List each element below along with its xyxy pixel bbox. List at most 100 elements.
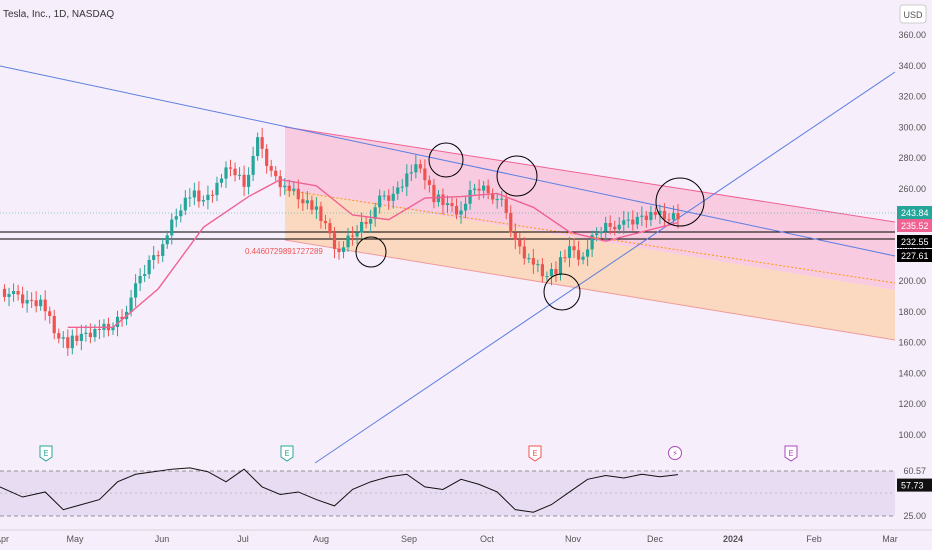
candle-body (152, 255, 156, 260)
candle-body (400, 186, 404, 188)
time-axis[interactable]: Apr May Jun Jul Aug Sep Oct Nov Dec 2024 Feb Mar (0, 534, 898, 544)
event-icon (280, 445, 294, 462)
candle-body (16, 291, 20, 295)
highlight-circle (428, 142, 464, 178)
candle-body (667, 219, 671, 221)
time-tick-label: Mar (882, 534, 898, 544)
candle-body (346, 235, 350, 248)
price-tick-label: 320.00 (898, 92, 926, 102)
candle-body (554, 269, 558, 275)
candle-body (581, 256, 585, 260)
candle-body (332, 233, 337, 249)
candle-body (473, 188, 477, 190)
price-label-box (897, 235, 932, 248)
time-tick-label: Sep (401, 534, 417, 544)
candle-body (441, 194, 445, 206)
upper-channel-edge (284, 126, 896, 223)
candles-group (2, 127, 680, 356)
candle-body (228, 167, 233, 169)
highlight-circle (543, 273, 581, 311)
candle-body (640, 215, 644, 217)
candle-body (477, 188, 481, 191)
event-icon (39, 445, 53, 462)
candle-body (459, 210, 463, 215)
candle-body (504, 198, 508, 213)
candle-body (174, 216, 178, 220)
lower-channel-edge (284, 239, 896, 341)
time-tick-label: Jun (155, 534, 170, 544)
candle-body (188, 197, 192, 199)
price-tick-label: 360.00 (898, 30, 926, 40)
candle-body (586, 249, 590, 257)
candle-body (337, 248, 341, 253)
candle-body (567, 246, 572, 258)
candle-body (143, 274, 147, 276)
time-tick-label: Nov (565, 534, 582, 544)
chart-title: Tesla, Inc., 1D, NASDAQ (3, 9, 114, 20)
candle-body (468, 189, 472, 204)
candle-body (210, 194, 215, 196)
candle-body (237, 174, 242, 176)
candle-body (649, 211, 653, 221)
candle-body (382, 195, 386, 197)
candle-body (549, 269, 554, 277)
candle-body (48, 311, 52, 316)
candle-body (671, 213, 676, 220)
candle-body (341, 247, 346, 253)
candle-body (572, 246, 576, 251)
candle-body (409, 172, 413, 174)
candle-body (66, 337, 70, 349)
candle-body (495, 199, 499, 201)
price-tick-label: 200.00 (898, 276, 926, 286)
candle-body (111, 327, 115, 331)
candle-body (622, 220, 626, 225)
price-label-text: 235.52 (901, 221, 929, 231)
events-row: E E E ⚡ E (39, 445, 798, 462)
candle-body (427, 180, 431, 185)
currency-badge (899, 4, 927, 24)
candle-body (653, 211, 657, 215)
candle-body (296, 188, 300, 200)
price-label-box (897, 219, 932, 232)
candle-body (283, 185, 287, 188)
candle-body (450, 203, 454, 207)
candle-body (463, 203, 468, 211)
time-tick-label: 2024 (723, 534, 743, 544)
highlight-circle (496, 155, 538, 197)
price-labels: 243.84 235.52 232.55 227.61 (897, 206, 932, 262)
candle-body (2, 288, 7, 297)
candle-body (247, 174, 251, 187)
candle-body (165, 235, 169, 245)
event-label: E (532, 449, 537, 458)
candle-body (387, 195, 391, 201)
candle-body (405, 173, 409, 187)
candle-body (156, 255, 160, 257)
price-label-box (897, 206, 932, 219)
moving-average-line (67, 178, 679, 329)
candle-body (445, 203, 450, 206)
candle-body (134, 283, 138, 298)
ascending-trendline (314, 71, 896, 464)
candle-body (30, 299, 34, 301)
candle-body (120, 316, 124, 320)
candle-body (482, 185, 486, 191)
candle-body (97, 329, 102, 330)
candle-body (11, 291, 16, 294)
candle-body (635, 216, 639, 225)
candle-body (604, 223, 608, 232)
price-tick-label: 120.00 (898, 399, 926, 409)
time-tick-label: Oct (480, 534, 495, 544)
price-tick-label: 340.00 (898, 61, 926, 71)
event-label: ⚡ (672, 449, 678, 458)
price-label-text: 232.55 (901, 237, 929, 247)
candle-body (350, 235, 355, 237)
candle-body (52, 315, 56, 334)
candle-body (522, 246, 526, 259)
candle-body (500, 198, 504, 200)
candle-body (287, 185, 291, 191)
candle-body (265, 148, 269, 166)
price-tick-label: 160.00 (898, 338, 926, 348)
